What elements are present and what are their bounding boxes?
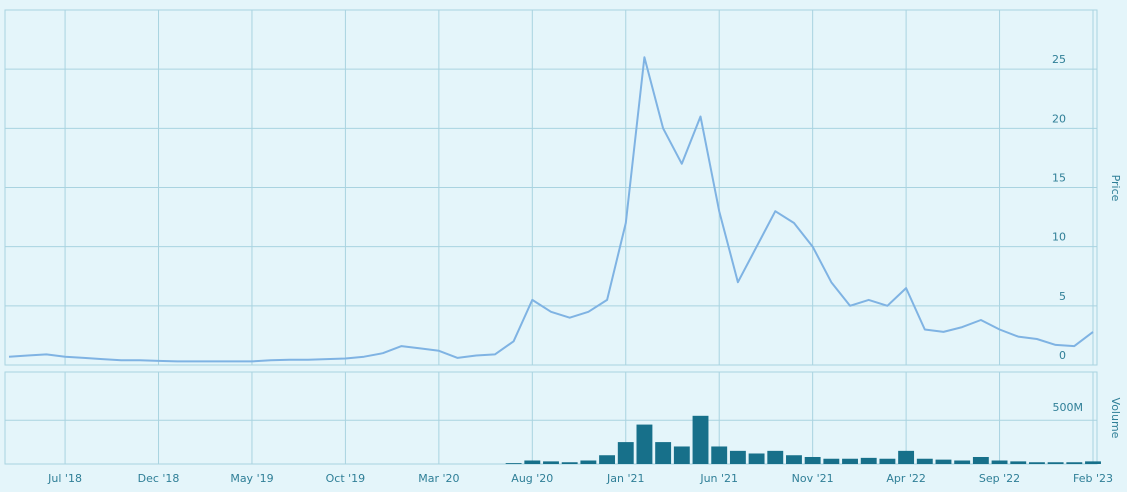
y-tick-label: 15 bbox=[1052, 172, 1066, 185]
volume-bar bbox=[543, 461, 559, 464]
x-tick-label: Nov '21 bbox=[792, 472, 834, 485]
y-tick-label: 20 bbox=[1052, 112, 1066, 125]
y-tick-label: 5 bbox=[1059, 290, 1066, 303]
volume-bar bbox=[1085, 461, 1101, 464]
x-tick-label: Jan '21 bbox=[606, 472, 644, 485]
volume-bar bbox=[636, 424, 653, 464]
volume-bar bbox=[580, 460, 597, 464]
volume-bar bbox=[916, 458, 933, 464]
volume-bar bbox=[991, 460, 1008, 464]
volume-bar bbox=[1047, 462, 1064, 464]
volume-bar bbox=[767, 450, 784, 464]
volume-bar bbox=[842, 458, 858, 464]
volume-bar bbox=[617, 442, 634, 464]
volume-bar bbox=[786, 455, 802, 464]
volume-bar bbox=[692, 415, 709, 464]
volume-bar bbox=[711, 446, 728, 464]
volume-bar bbox=[860, 457, 877, 464]
x-tick-label: Oct '19 bbox=[326, 472, 366, 485]
y-tick-label: 0 bbox=[1059, 349, 1066, 362]
volume-bar bbox=[898, 450, 915, 464]
volume-bar bbox=[935, 459, 952, 464]
x-tick-label: Sep '22 bbox=[979, 472, 1020, 485]
x-tick-label: Mar '20 bbox=[418, 472, 459, 485]
y-tick-label: 25 bbox=[1052, 53, 1066, 66]
x-tick-label: Jul '18 bbox=[47, 472, 82, 485]
volume-bar bbox=[1010, 461, 1027, 464]
x-tick-label: Dec '18 bbox=[138, 472, 180, 485]
x-tick-label: Jun '21 bbox=[699, 472, 738, 485]
volume-bar bbox=[673, 446, 690, 464]
volume-bar bbox=[655, 442, 672, 464]
x-tick-label: Aug '20 bbox=[511, 472, 553, 485]
y-axis-label: Price bbox=[1109, 175, 1122, 202]
y-axis-label: Volume bbox=[1109, 398, 1122, 439]
volume-bar bbox=[1028, 462, 1045, 464]
volume-bar bbox=[524, 460, 541, 464]
volume-bar bbox=[748, 453, 765, 464]
x-tick-label: Apr '22 bbox=[886, 472, 926, 485]
volume-bar bbox=[804, 456, 821, 464]
volume-bar bbox=[879, 458, 896, 464]
volume-bar bbox=[823, 458, 840, 464]
x-tick-label: May '19 bbox=[230, 472, 273, 485]
volume-bar bbox=[561, 462, 578, 464]
volume-bar bbox=[505, 463, 522, 464]
x-tick-label: Feb '23 bbox=[1073, 472, 1113, 485]
volume-bar bbox=[972, 456, 989, 464]
y-tick-label: 500M bbox=[1053, 401, 1084, 414]
y-tick-label: 10 bbox=[1052, 231, 1066, 244]
price-line bbox=[8, 56, 1094, 363]
volume-bar bbox=[1066, 462, 1083, 464]
volume-bar bbox=[599, 455, 616, 464]
volume-bar bbox=[729, 450, 746, 464]
volume-bar bbox=[954, 460, 971, 464]
